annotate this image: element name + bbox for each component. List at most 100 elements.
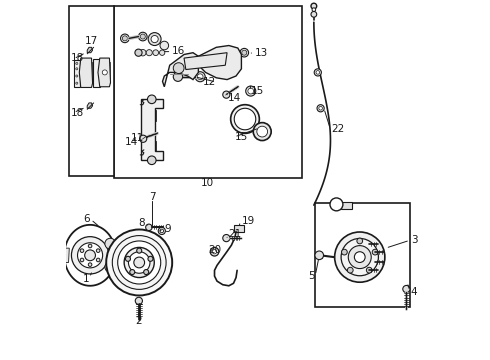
Circle shape xyxy=(367,267,372,273)
Circle shape xyxy=(316,71,319,74)
Circle shape xyxy=(317,105,324,112)
Circle shape xyxy=(148,33,161,45)
Bar xyxy=(146,110,156,121)
Circle shape xyxy=(195,72,205,82)
Polygon shape xyxy=(79,58,93,87)
Polygon shape xyxy=(74,60,80,87)
Circle shape xyxy=(234,108,256,130)
Circle shape xyxy=(153,50,159,55)
Circle shape xyxy=(72,237,109,274)
Polygon shape xyxy=(87,103,93,108)
Polygon shape xyxy=(87,47,93,53)
Circle shape xyxy=(105,238,116,249)
Circle shape xyxy=(76,82,78,84)
Bar xyxy=(315,203,410,307)
Circle shape xyxy=(248,88,254,94)
Bar xyxy=(100,62,110,83)
Circle shape xyxy=(242,50,247,55)
Text: 19: 19 xyxy=(242,216,255,225)
Circle shape xyxy=(148,256,153,261)
Circle shape xyxy=(151,36,158,42)
Circle shape xyxy=(335,232,385,282)
Text: 7: 7 xyxy=(149,192,156,202)
Text: 14: 14 xyxy=(228,93,241,103)
Text: 15: 15 xyxy=(235,132,248,142)
Circle shape xyxy=(85,250,96,261)
Circle shape xyxy=(354,252,365,262)
Circle shape xyxy=(146,50,152,56)
Circle shape xyxy=(128,252,150,273)
Circle shape xyxy=(118,241,161,284)
Text: 13: 13 xyxy=(255,48,269,58)
Bar xyxy=(234,225,244,231)
Circle shape xyxy=(197,74,203,80)
Text: 22: 22 xyxy=(331,124,344,134)
Circle shape xyxy=(140,135,147,142)
Text: 10: 10 xyxy=(201,178,214,188)
Circle shape xyxy=(223,234,230,242)
Polygon shape xyxy=(98,58,111,87)
Circle shape xyxy=(97,258,100,262)
Circle shape xyxy=(231,105,259,134)
Bar xyxy=(317,252,322,258)
Circle shape xyxy=(135,49,142,56)
Circle shape xyxy=(315,251,323,260)
Circle shape xyxy=(80,249,84,252)
Text: 1: 1 xyxy=(82,274,89,284)
Circle shape xyxy=(173,72,183,81)
Circle shape xyxy=(223,91,230,98)
Circle shape xyxy=(76,62,78,64)
Bar xyxy=(69,6,114,176)
Circle shape xyxy=(139,32,147,41)
Circle shape xyxy=(319,107,322,110)
Circle shape xyxy=(140,34,146,39)
Circle shape xyxy=(160,229,164,233)
Text: 8: 8 xyxy=(138,218,145,228)
Text: 5: 5 xyxy=(308,271,315,281)
Circle shape xyxy=(372,249,378,255)
Circle shape xyxy=(80,258,84,262)
Circle shape xyxy=(348,246,371,269)
Circle shape xyxy=(403,285,410,293)
Circle shape xyxy=(312,8,316,12)
Circle shape xyxy=(112,235,166,289)
Circle shape xyxy=(147,156,156,165)
Circle shape xyxy=(240,48,248,57)
Circle shape xyxy=(314,69,321,76)
Text: 9: 9 xyxy=(164,224,171,234)
Circle shape xyxy=(210,247,219,256)
Circle shape xyxy=(140,49,146,56)
Circle shape xyxy=(76,75,78,77)
Text: 18: 18 xyxy=(71,53,84,63)
Text: 11: 11 xyxy=(131,133,144,143)
Polygon shape xyxy=(163,53,198,87)
Bar xyxy=(341,202,352,210)
Circle shape xyxy=(159,50,165,55)
Circle shape xyxy=(77,243,102,268)
Text: 4: 4 xyxy=(411,287,417,297)
Circle shape xyxy=(88,263,92,266)
Circle shape xyxy=(330,198,343,211)
Circle shape xyxy=(134,257,145,268)
Text: 2: 2 xyxy=(136,316,142,326)
Circle shape xyxy=(102,70,107,75)
Circle shape xyxy=(122,36,127,41)
Circle shape xyxy=(158,227,166,234)
Circle shape xyxy=(106,229,172,296)
Text: 17: 17 xyxy=(85,36,98,46)
Circle shape xyxy=(88,244,92,248)
Polygon shape xyxy=(198,45,242,80)
Circle shape xyxy=(311,12,317,17)
Text: 15: 15 xyxy=(250,86,264,96)
Circle shape xyxy=(342,249,347,255)
Circle shape xyxy=(97,249,100,252)
Text: 16: 16 xyxy=(172,46,185,56)
Circle shape xyxy=(130,270,135,275)
Circle shape xyxy=(257,126,268,137)
Text: 12: 12 xyxy=(202,77,216,87)
Circle shape xyxy=(212,249,217,254)
Circle shape xyxy=(125,256,130,261)
Circle shape xyxy=(341,238,378,276)
Circle shape xyxy=(105,262,116,273)
Text: 21: 21 xyxy=(228,229,241,239)
